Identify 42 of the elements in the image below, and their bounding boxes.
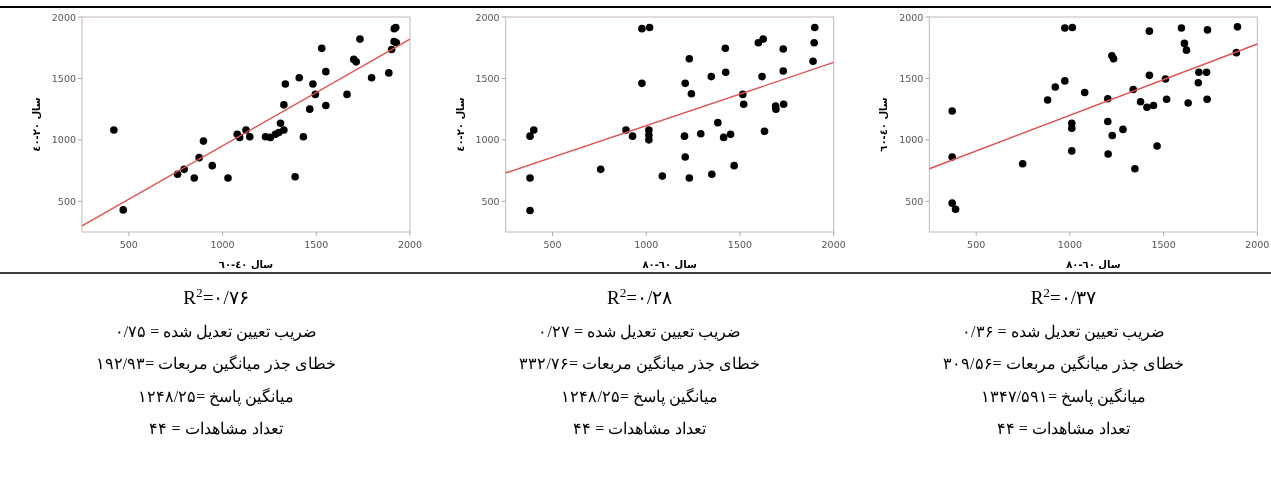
y-tick-label: 1000: [475, 134, 500, 146]
text: میانگین پاسخ =۱۲۴۸/۲۵: [137, 386, 295, 406]
y-tick-label: 2000: [475, 11, 500, 23]
text: خطای جذر میانگین مربعات =۳۳۲/۷۶: [519, 354, 760, 373]
text: ضریب تعیین تعدیل شده = ۰/۲۷: [538, 322, 741, 341]
text: خطای جذر میانگین مربعات =۳۰۹/۵۶: [943, 354, 1184, 373]
y-tick-label: 1500: [51, 72, 76, 84]
text: تعداد مشاهدات = ۴۴: [996, 420, 1130, 437]
x-tick-label: 1500: [1151, 239, 1176, 250]
x-axis-title: سال ٦٠-٨٠: [642, 259, 697, 270]
text: میانگین پاسخ =۱۳۴۷/۵۹۱: [980, 386, 1147, 406]
y-tick-label: 2000: [899, 11, 924, 23]
text: تعداد مشاهدات = ۴۴: [573, 420, 707, 437]
x-tick-label: 2000: [821, 239, 846, 250]
x-tick-label: 2000: [397, 239, 423, 250]
y-axis-title: سال ٢٠-٤٠: [454, 97, 466, 152]
y-axis-title: سال ٢٠-٤٠: [31, 97, 42, 152]
x-axis-title: سال ٤٠-٦٠: [218, 259, 274, 270]
x-axis-title: سال ٦٠-٨٠: [1066, 259, 1121, 270]
x-tick-label: 500: [119, 239, 138, 250]
y-tick-label: 1000: [899, 134, 924, 146]
y-tick-label: 500: [481, 195, 500, 207]
x-tick-label: 1000: [1057, 239, 1082, 250]
y-tick-label: 500: [905, 195, 924, 207]
text: میانگین پاسخ =۱۲۴۸/۲۵: [561, 386, 718, 406]
y-tick-label: 1500: [899, 72, 924, 84]
x-tick-label: 1000: [634, 239, 659, 250]
text: ضریب تعیین تعدیل شده = ۰/۳۶: [962, 322, 1165, 341]
x-tick-label: 1500: [727, 239, 753, 250]
y-tick-label: 500: [57, 195, 76, 207]
y-tick-label: 1000: [51, 134, 76, 146]
text: تعداد مشاهدات = ۴۴: [149, 420, 283, 437]
x-tick-label: 500: [543, 239, 562, 250]
y-axis-title: سال ٤٠-٦٠: [878, 97, 890, 152]
y-tick-label: 2000: [51, 11, 76, 23]
x-tick-label: 2000: [1245, 239, 1270, 250]
y-tick-label: 1500: [475, 72, 500, 84]
text: خطای جذر میانگین مربعات =۱۹۲/۹۳: [95, 354, 337, 373]
x-tick-label: 1500: [304, 239, 329, 250]
x-tick-label: 1000: [210, 239, 235, 250]
x-tick-label: 500: [967, 239, 986, 250]
text: ضریب تعیین تعدیل شده = ۰/۷۵: [114, 322, 318, 341]
